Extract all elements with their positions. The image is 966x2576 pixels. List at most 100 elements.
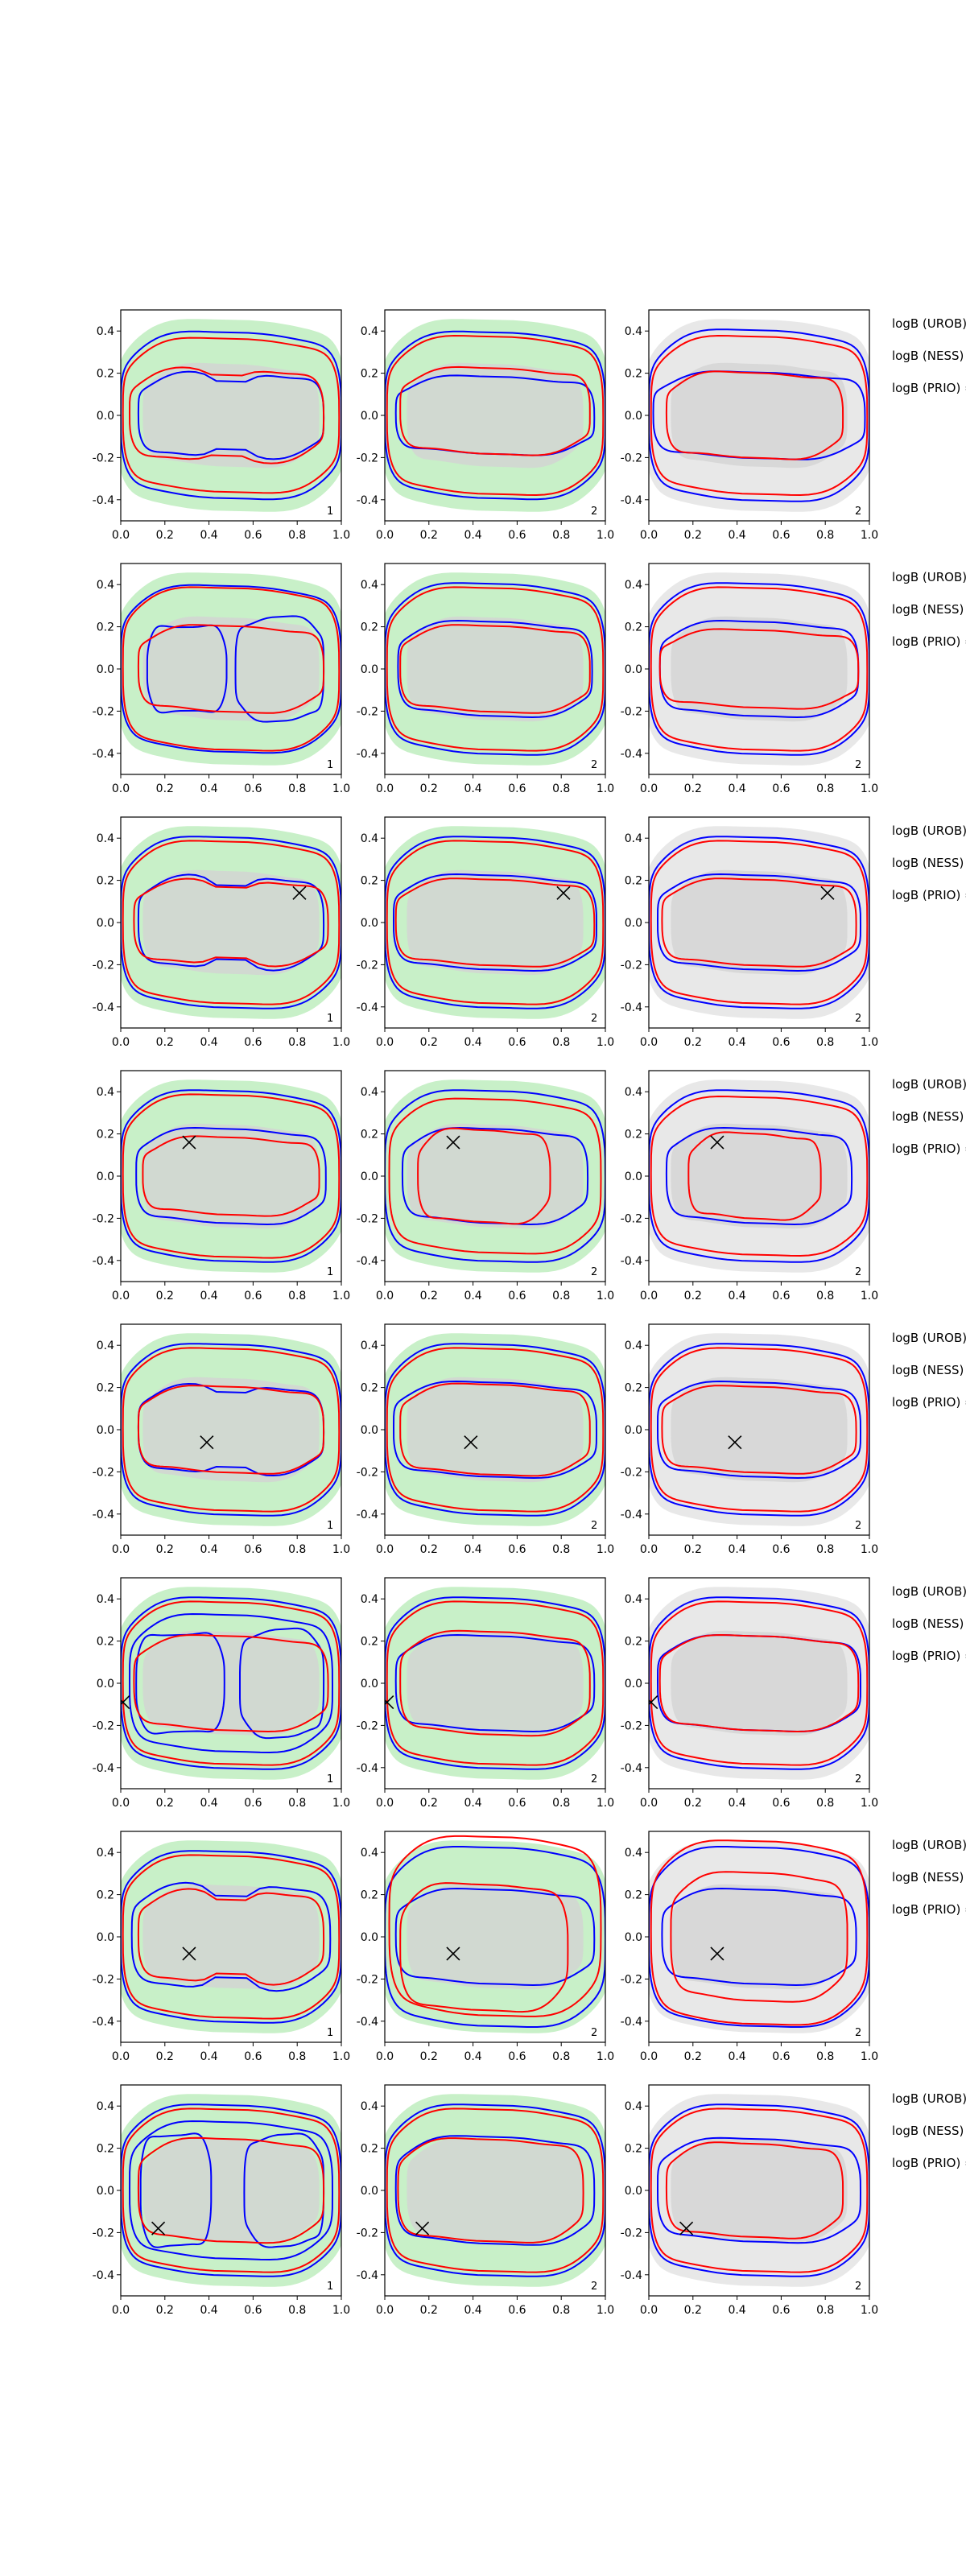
side-label: logB (NESS) = [892, 349, 966, 363]
red-contour-1 [386, 840, 605, 1005]
blue-contour-2 [392, 1380, 598, 1480]
x-tick-label: 0.0 [376, 2304, 394, 2317]
y-tick-label: -0.4 [357, 494, 378, 507]
y-tick-label: -0.4 [621, 1762, 642, 1775]
x-tick-label: 1.0 [597, 1797, 614, 1810]
blue-contour-2 [137, 370, 325, 460]
red-contour-1 [122, 2107, 341, 2273]
x-tick-label: 0.4 [200, 2050, 217, 2063]
corner-label: 1 [327, 759, 333, 771]
corner-label: 2 [591, 1773, 597, 1785]
x-tick-label: 0.6 [244, 1543, 262, 1556]
corner-label: 2 [855, 2027, 861, 2039]
y-tick-label: 0.0 [97, 1170, 114, 1183]
red-contour-1 [650, 1839, 869, 2026]
y-tick-label: 0.0 [97, 1424, 114, 1437]
y-tick-label: -0.2 [93, 1212, 114, 1225]
x-tick-label: 0.8 [288, 2050, 306, 2063]
x-tick-label: 0.4 [728, 1036, 745, 1049]
inner-density-region [407, 2137, 584, 2244]
inner-density-region [142, 1884, 320, 1990]
inner-density-region [407, 1884, 584, 1990]
corner-label: 1 [327, 2281, 333, 2293]
blue-contour-3 [139, 2132, 213, 2248]
inner-density-region [671, 1123, 848, 1229]
y-tick-label: -0.2 [93, 1719, 114, 1732]
inner-density-region [142, 1377, 320, 1483]
marker-x [556, 886, 571, 900]
x-tick-label: 0.0 [112, 782, 130, 795]
y-tick-label: 0.2 [361, 621, 378, 634]
x-tick-label: 0.8 [288, 1797, 306, 1810]
marker-x [649, 1695, 658, 1710]
y-tick-label: -0.4 [621, 748, 642, 761]
x-tick-label: 0.8 [288, 782, 306, 795]
x-tick-label: 0.2 [684, 1543, 702, 1556]
y-tick-label: -0.2 [357, 705, 378, 718]
x-tick-label: 1.0 [332, 529, 350, 542]
x-tick-label: 0.8 [552, 2304, 570, 2317]
panel-r3-c2: 0.0 0.2 0.4 0.6 0.8 1.0 0.4 0.2 0.0 -0.2 -0.4 2 [357, 816, 614, 1049]
red-contour-1 [386, 334, 605, 497]
x-tick-label: 0.2 [420, 529, 438, 542]
y-tick-label: 0.2 [361, 1889, 378, 1902]
y-tick-label: 0.0 [97, 663, 114, 676]
panel-r2-c2: 0.0 0.2 0.4 0.6 0.8 1.0 0.4 0.2 0.0 -0.2 -0.4 2 [357, 563, 614, 795]
red-contour-2 [128, 366, 325, 464]
red-contour-2 [397, 2137, 584, 2244]
y-tick-label: -0.4 [93, 1509, 114, 1521]
side-label: logB (NESS) = [892, 856, 966, 870]
blue-contour-1 [385, 1596, 605, 1770]
x-tick-label: 1.0 [597, 1036, 614, 1049]
y-tick-label: -0.2 [357, 2227, 378, 2240]
blue-contour-1 [649, 1846, 869, 2028]
panel-r7-c1: 0.0 0.2 0.4 0.6 0.8 1.0 0.4 0.2 0.0 -0.2 -0.4 1 [93, 1831, 350, 2063]
side-label: logB (PRIO) = [892, 381, 966, 395]
x-tick-label: 0.0 [640, 1290, 658, 1302]
x-tick-label: 0.4 [728, 782, 745, 795]
y-tick-label: 0.2 [361, 2143, 378, 2156]
y-tick-label: 0.0 [625, 917, 642, 930]
marker-x [728, 1435, 742, 1450]
panel-r8-c3: 0.0 0.2 0.4 0.6 0.8 1.0 0.4 0.2 0.0 -0.2 -0.4 2 [621, 2084, 878, 2317]
x-tick-label: 0.6 [772, 1797, 790, 1810]
x-tick-label: 1.0 [861, 2050, 878, 2063]
y-tick-label: -0.2 [93, 705, 114, 718]
x-tick-label: 0.4 [728, 1290, 745, 1302]
marker-x [182, 1135, 196, 1150]
red-contour-1 [122, 1600, 341, 1766]
blue-contour-1 [385, 330, 605, 501]
red-contour-2 [665, 2141, 844, 2240]
x-tick-label: 0.4 [464, 1797, 481, 1810]
x-tick-label: 0.0 [376, 1036, 394, 1049]
inner-density-region [407, 362, 584, 469]
corner-label: 2 [855, 1520, 861, 1532]
y-tick-label: -0.4 [93, 494, 114, 507]
corner-label: 2 [591, 1266, 597, 1278]
blue-contour-1 [649, 1089, 869, 1263]
x-tick-label: 0.6 [244, 1797, 262, 1810]
x-tick-label: 0.2 [684, 1797, 702, 1810]
x-tick-label: 0.6 [508, 1797, 526, 1810]
y-tick-label: 0.4 [625, 2100, 642, 2113]
blue-contour-2 [394, 2135, 596, 2246]
red-contour-2 [399, 1382, 591, 1477]
blue-contour-1 [121, 1089, 341, 1263]
y-tick-label: -0.4 [357, 1509, 378, 1521]
y-tick-label: -0.2 [621, 705, 642, 718]
panel-r4-c3: 0.0 0.2 0.4 0.6 0.8 1.0 0.4 0.2 0.0 -0.2 -0.4 2 [621, 1070, 878, 1302]
y-tick-label: -0.4 [93, 2269, 114, 2282]
inner-density-region [671, 1377, 848, 1483]
x-tick-label: 0.8 [816, 782, 834, 795]
y-tick-label: -0.2 [357, 1212, 378, 1225]
x-tick-label: 0.0 [376, 1543, 394, 1556]
side-label: logB (NESS) = [892, 602, 966, 617]
red-contour-1 [122, 840, 341, 1005]
red-contour-2 [658, 1633, 860, 1733]
x-tick-label: 1.0 [597, 782, 614, 795]
x-tick-label: 0.8 [288, 1036, 306, 1049]
blue-contour-2 [137, 873, 325, 972]
side-label: logB (UROB) = [892, 1584, 966, 1599]
red-contour-1 [650, 1095, 869, 1257]
x-tick-label: 0.6 [244, 782, 262, 795]
